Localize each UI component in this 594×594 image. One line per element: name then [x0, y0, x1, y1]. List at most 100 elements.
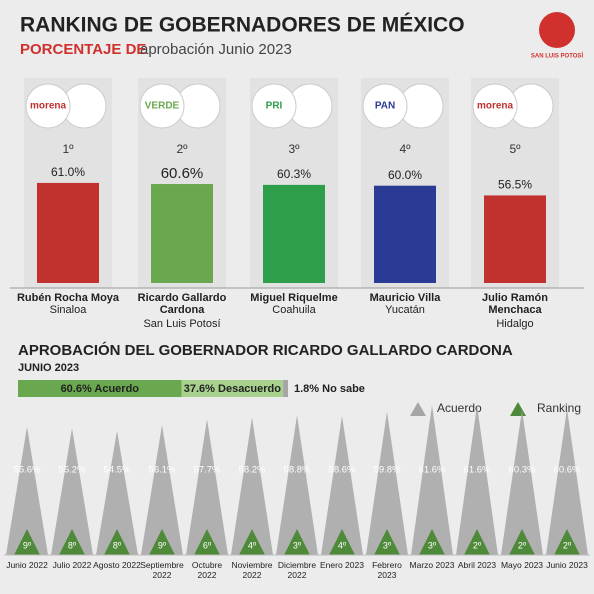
state: Yucatán: [385, 304, 425, 316]
approval-triangle: [501, 409, 543, 555]
rank-triangle: [509, 529, 535, 555]
rank-label: 8º: [68, 540, 77, 550]
approval-triangle: [546, 408, 588, 555]
value-label: 58.2%: [239, 465, 266, 476]
value-label: 60.3%: [509, 465, 536, 476]
month-label: Abril 2023: [457, 560, 497, 570]
month-label: Junio 2023: [546, 560, 588, 570]
rank-label: 3º: [428, 540, 437, 550]
rank-label: 2º: [563, 540, 572, 550]
approval-triangle: [366, 411, 408, 555]
value-label: 61.6%: [464, 465, 491, 476]
month-label: Junio 2022: [6, 560, 48, 570]
value-label: 56.5%: [498, 178, 532, 192]
approval-triangle: [456, 405, 498, 555]
segment: [283, 380, 288, 397]
rank-label: 4º: [338, 540, 347, 550]
month-label: Marzo 2023: [409, 560, 455, 570]
logo: [539, 12, 575, 48]
approval-triangle: [186, 419, 228, 555]
rank-label: 9º: [158, 540, 167, 550]
rank-triangle: [554, 529, 580, 555]
legend-ranking: [510, 402, 526, 416]
governor-name: Julio Ramón Menchaca: [481, 292, 548, 316]
party: PRI: [266, 101, 283, 112]
value-label: 54.5%: [104, 465, 131, 476]
month-label: Agosto 2022: [93, 560, 141, 570]
rank-label: 3º: [383, 540, 392, 550]
rank-triangle: [104, 529, 130, 555]
subtitle-bold: PORCENTAJE DE: [20, 41, 146, 58]
governor-name: Mauricio Villa: [369, 292, 441, 304]
bar: [37, 182, 99, 283]
governor-name: Miguel Riquelme: [250, 292, 338, 304]
month-label: Febrero 2023: [372, 560, 402, 580]
section-title: APROBACIÓN DEL GOBERNADOR RICARDO GALLAR…: [18, 341, 513, 359]
state: Sinaloa: [49, 304, 87, 316]
party: VERDE: [145, 101, 180, 112]
party: PAN: [375, 101, 395, 112]
rank-label: 4º: [248, 540, 257, 550]
party-logo: [251, 83, 297, 129]
state: Coahuila: [272, 304, 316, 316]
party-logo: [362, 83, 408, 129]
segment: [18, 380, 182, 397]
logo-text: SAN LUIS POTOSÍ: [531, 52, 584, 60]
rank-label: 2º: [518, 540, 527, 550]
value-label: 56.1%: [149, 465, 176, 476]
rank-triangle: [14, 529, 40, 555]
approval-triangle: [51, 428, 93, 555]
rank-label: 2º: [473, 540, 482, 550]
rank-label: 3º: [293, 540, 302, 550]
bar: [263, 184, 325, 283]
rank-triangle: [329, 529, 355, 555]
state: Hidalgo: [496, 318, 534, 330]
subtitle: aprobación Junio 2023: [140, 41, 292, 58]
segment-label: 60.6% Acuerdo: [61, 383, 140, 395]
value-label: 61.6%: [419, 465, 446, 476]
rank-label: 6º: [203, 540, 212, 550]
month-label: Mayo 2023: [500, 560, 544, 570]
rank-triangle: [194, 529, 220, 555]
rank-triangle: [149, 529, 175, 555]
month-label: Octubre 2022: [191, 560, 223, 580]
party-logo: [139, 83, 185, 129]
month-label: Noviembre 2022: [231, 560, 273, 580]
approval-triangle: [411, 405, 453, 555]
value-label: 59.8%: [374, 465, 401, 476]
rank-triangle: [374, 529, 400, 555]
rank-label: 8º: [113, 540, 122, 550]
bar: [151, 184, 213, 283]
value-label: 57.7%: [194, 465, 221, 476]
legend-label: Ranking: [537, 401, 581, 415]
month-label: Julio 2022: [52, 560, 92, 570]
rank-label: 9º: [23, 540, 32, 550]
bar: [484, 195, 546, 283]
approval-triangle: [276, 415, 318, 555]
month-label: Diciembre 2022: [277, 560, 317, 580]
title: RANKING DE GOBERNADORES DE MÉXICO: [20, 14, 465, 37]
rank: 2º: [176, 142, 188, 156]
rank-triangle: [284, 529, 310, 555]
value-label: 58.8%: [284, 465, 311, 476]
segment: [181, 380, 284, 397]
value-label: 60.3%: [277, 167, 311, 181]
approval-triangle: [96, 430, 138, 555]
segment-label: 1.8% No sabe: [294, 383, 365, 395]
governor-name: Rubén Rocha Moya: [16, 292, 120, 304]
value-label: 55.6%: [14, 465, 41, 476]
legend-acuerdo: [410, 402, 426, 416]
value-label: 58.6%: [329, 465, 356, 476]
governor-name: Ricardo Gallardo Cardona: [137, 292, 227, 316]
party-logo: [472, 83, 518, 129]
rank: 1º: [62, 142, 74, 156]
month-label: Enero 2023: [320, 560, 364, 570]
party-logo: [25, 83, 71, 129]
approval-triangle: [231, 417, 273, 555]
rank: 3º: [288, 142, 300, 156]
party: morena: [30, 101, 67, 112]
approval-triangle: [321, 416, 363, 555]
value-label: 55.2%: [59, 465, 86, 476]
rank-triangle: [239, 529, 265, 555]
